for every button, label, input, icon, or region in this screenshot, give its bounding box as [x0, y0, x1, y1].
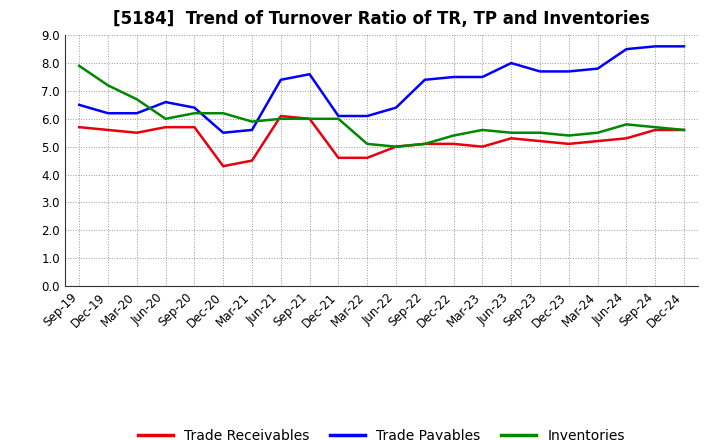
Inventories	[276, 116, 285, 121]
Trade Payables	[507, 60, 516, 66]
Inventories	[478, 127, 487, 132]
Inventories	[104, 83, 112, 88]
Inventories	[334, 116, 343, 121]
Inventories	[161, 116, 170, 121]
Trade Payables	[622, 47, 631, 52]
Inventories	[305, 116, 314, 121]
Inventories	[392, 144, 400, 149]
Trade Payables	[363, 114, 372, 119]
Trade Receivables	[248, 158, 256, 163]
Trade Receivables	[622, 136, 631, 141]
Trade Payables	[449, 74, 458, 80]
Trade Receivables	[392, 144, 400, 149]
Trade Payables	[651, 44, 660, 49]
Trade Receivables	[449, 141, 458, 147]
Trade Payables	[104, 110, 112, 116]
Trade Payables	[190, 105, 199, 110]
Trade Payables	[564, 69, 573, 74]
Trade Payables	[248, 127, 256, 132]
Inventories	[190, 110, 199, 116]
Inventories	[75, 63, 84, 69]
Trade Payables	[334, 114, 343, 119]
Trade Receivables	[161, 125, 170, 130]
Inventories	[680, 127, 688, 132]
Trade Receivables	[564, 141, 573, 147]
Trade Receivables	[132, 130, 141, 136]
Trade Receivables	[276, 114, 285, 119]
Inventories	[363, 141, 372, 147]
Inventories	[507, 130, 516, 136]
Inventories	[536, 130, 544, 136]
Trade Payables	[392, 105, 400, 110]
Trade Receivables	[507, 136, 516, 141]
Trade Receivables	[680, 127, 688, 132]
Inventories	[449, 133, 458, 138]
Legend: Trade Receivables, Trade Payables, Inventories: Trade Receivables, Trade Payables, Inven…	[133, 423, 630, 440]
Inventories	[593, 130, 602, 136]
Trade Payables	[420, 77, 429, 82]
Line: Trade Payables: Trade Payables	[79, 46, 684, 133]
Trade Receivables	[219, 164, 228, 169]
Trade Payables	[478, 74, 487, 80]
Inventories	[622, 122, 631, 127]
Trade Payables	[536, 69, 544, 74]
Trade Receivables	[305, 116, 314, 121]
Line: Trade Receivables: Trade Receivables	[79, 116, 684, 166]
Trade Payables	[219, 130, 228, 136]
Trade Receivables	[593, 139, 602, 144]
Trade Payables	[680, 44, 688, 49]
Inventories	[564, 133, 573, 138]
Trade Receivables	[651, 127, 660, 132]
Trade Payables	[305, 72, 314, 77]
Trade Payables	[132, 110, 141, 116]
Line: Inventories: Inventories	[79, 66, 684, 147]
Trade Payables	[276, 77, 285, 82]
Trade Receivables	[75, 125, 84, 130]
Trade Receivables	[104, 127, 112, 132]
Trade Receivables	[478, 144, 487, 149]
Trade Payables	[161, 99, 170, 105]
Trade Receivables	[363, 155, 372, 161]
Inventories	[248, 119, 256, 124]
Inventories	[219, 110, 228, 116]
Title: [5184]  Trend of Turnover Ratio of TR, TP and Inventories: [5184] Trend of Turnover Ratio of TR, TP…	[113, 10, 650, 28]
Trade Receivables	[536, 139, 544, 144]
Trade Receivables	[190, 125, 199, 130]
Inventories	[651, 125, 660, 130]
Trade Receivables	[420, 141, 429, 147]
Trade Payables	[75, 102, 84, 107]
Inventories	[420, 141, 429, 147]
Trade Payables	[593, 66, 602, 71]
Trade Receivables	[334, 155, 343, 161]
Inventories	[132, 97, 141, 102]
